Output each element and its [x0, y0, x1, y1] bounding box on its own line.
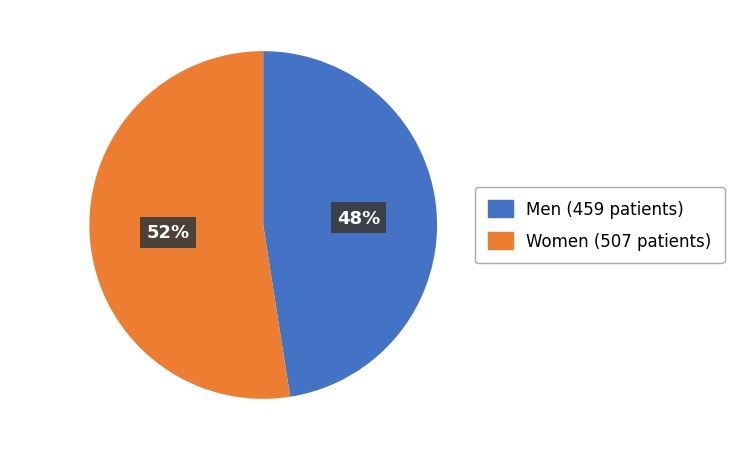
Text: 48%: 48% — [337, 209, 381, 227]
Wedge shape — [263, 52, 437, 397]
Text: 52%: 52% — [147, 224, 190, 242]
Legend: Men (459 patients), Women (507 patients): Men (459 patients), Women (507 patients) — [475, 188, 725, 263]
Wedge shape — [89, 52, 290, 399]
